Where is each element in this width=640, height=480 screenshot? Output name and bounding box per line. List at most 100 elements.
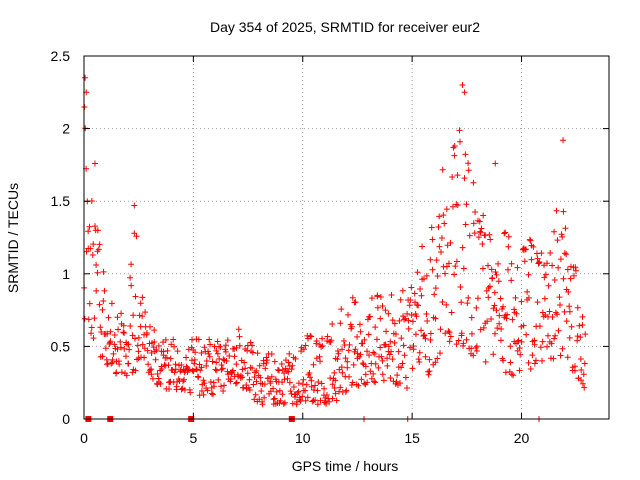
data-point	[359, 340, 366, 347]
data-point	[198, 364, 205, 371]
data-point	[163, 354, 170, 361]
data-point	[373, 336, 380, 343]
data-point	[422, 353, 429, 360]
x-tick-label: 10	[295, 430, 311, 446]
data-point	[133, 233, 140, 240]
data-point	[339, 369, 346, 376]
data-point	[393, 378, 400, 385]
data-point	[354, 333, 361, 340]
data-point	[511, 306, 518, 313]
data-point	[241, 359, 248, 366]
data-point	[387, 374, 394, 381]
data-point	[556, 302, 563, 309]
data-point	[362, 371, 369, 378]
data-point	[508, 260, 515, 267]
data-point	[319, 343, 326, 350]
data-point	[213, 347, 220, 354]
data-point	[577, 356, 584, 363]
data-point	[289, 400, 296, 407]
data-point	[91, 223, 98, 230]
data-point	[477, 229, 484, 236]
grid-lines	[84, 56, 609, 419]
data-point	[358, 376, 365, 383]
data-point	[271, 395, 278, 402]
data-point	[509, 316, 516, 323]
data-point	[427, 336, 434, 343]
data-point	[462, 151, 469, 158]
data-point	[181, 376, 188, 383]
data-point	[297, 398, 304, 405]
data-point	[438, 248, 445, 255]
data-point	[398, 335, 405, 342]
data-point	[346, 341, 353, 348]
data-point	[251, 396, 258, 403]
data-point	[367, 368, 374, 375]
data-point	[122, 353, 129, 360]
data-point	[282, 365, 289, 372]
data-point	[544, 332, 551, 339]
data-point	[198, 349, 205, 356]
data-point	[286, 350, 293, 357]
data-point	[537, 344, 544, 351]
data-point	[445, 328, 452, 335]
data-point	[436, 243, 443, 250]
data-point	[288, 366, 295, 373]
data-point	[292, 355, 299, 362]
data-point	[93, 287, 100, 294]
data-point	[546, 308, 553, 315]
data-point	[120, 322, 127, 329]
data-point	[87, 245, 94, 252]
data-point	[391, 339, 398, 346]
data-point	[262, 365, 269, 372]
data-point	[455, 337, 462, 344]
data-point	[384, 362, 391, 369]
data-point-peak	[91, 160, 98, 167]
data-point	[493, 271, 500, 278]
data-point	[166, 386, 173, 393]
data-point	[294, 389, 301, 396]
data-point	[566, 303, 573, 310]
data-point	[412, 331, 419, 338]
data-point	[492, 269, 499, 276]
data-point	[148, 371, 155, 378]
data-point	[108, 360, 115, 367]
data-point	[252, 391, 259, 398]
data-point	[345, 311, 352, 318]
data-point	[375, 364, 382, 371]
data-point	[428, 224, 435, 231]
data-point	[477, 326, 484, 333]
data-point	[443, 301, 450, 308]
data-point	[527, 366, 534, 373]
data-point	[579, 313, 586, 320]
data-point	[547, 250, 554, 257]
data-point	[479, 265, 486, 272]
data-point	[361, 380, 368, 387]
data-point	[480, 212, 487, 219]
data-point-peak	[492, 160, 499, 167]
data-point	[302, 342, 309, 349]
data-point	[195, 374, 202, 381]
data-point	[253, 367, 260, 374]
data-point	[468, 330, 475, 337]
y-tick-label: 0	[62, 411, 70, 427]
data-point	[207, 341, 214, 348]
data-point	[212, 366, 219, 373]
data-point	[440, 212, 447, 219]
data-point	[407, 297, 414, 304]
data-point	[132, 293, 139, 300]
data-point	[106, 341, 113, 348]
data-point	[554, 311, 561, 318]
chart-title: Day 354 of 2025, SRMTID for receiver eur…	[210, 19, 480, 35]
data-point	[236, 333, 243, 340]
data-point	[357, 328, 364, 335]
data-point	[222, 342, 229, 349]
data-point	[380, 377, 387, 384]
data-point	[563, 318, 570, 325]
data-point	[99, 353, 106, 360]
data-point	[518, 338, 525, 345]
data-point	[302, 387, 309, 394]
data-point	[434, 355, 441, 362]
data-point	[249, 365, 256, 372]
data-point	[545, 282, 552, 289]
data-point	[127, 274, 134, 281]
